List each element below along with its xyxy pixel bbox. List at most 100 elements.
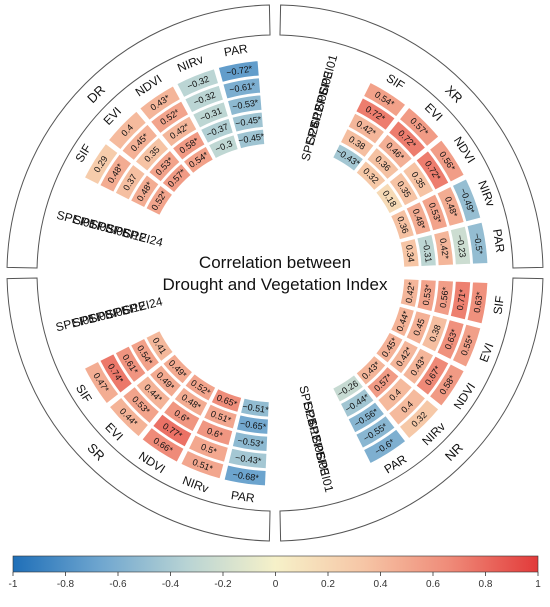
colorbar-tick-label: -0.4 xyxy=(162,579,180,590)
heatmap-cell-dr-spei24-sif xyxy=(145,184,174,216)
region-outer-rings: DR XR NR SR xyxy=(6,4,544,542)
heatmap-cell-dr-spei03-nirv xyxy=(184,84,224,114)
heatmap-cell-xr-spei03-evi xyxy=(388,120,426,158)
heatmap-cell-nr-spei24-sif xyxy=(399,278,420,308)
colorbar-tick-label: 0.6 xyxy=(426,579,440,590)
data-label-nr-spei03-sif: 0.71* xyxy=(455,288,468,311)
heatmap-cell-xr-spei24-ndvi xyxy=(375,182,404,215)
heatmap-cell-nr-spei06-ndvi xyxy=(402,347,435,385)
heatmap-cell-xr-spei12-nirv xyxy=(405,201,432,236)
heatmap-cell-nr-spei01-nirv xyxy=(398,399,440,440)
colorbar-tick-label: 1 xyxy=(535,579,541,590)
heatmap-cell-nr-spei12-sif xyxy=(416,279,437,312)
heatmap-cell-dr-spei01-evi xyxy=(107,110,147,151)
data-label-nr-spei06-sif: 0.56* xyxy=(438,286,451,309)
heatmap-cell-dr-spei12-par xyxy=(231,111,264,133)
heatmap-cell-sr-spei12-par xyxy=(236,414,269,435)
heatmap-cell-sr-spei01-evi xyxy=(108,396,149,438)
heatmap-cell-sr-spei03-par xyxy=(227,447,268,470)
heatmap-cell-xr-spei03-nirv xyxy=(436,186,465,227)
heatmap-cell-nr-spei06-par xyxy=(347,401,386,434)
heatmap-cell-dr-spei24-par xyxy=(236,128,266,150)
variable-label-xr-par: PAR xyxy=(490,228,507,254)
heatmap-cell-sr-spei12-nirv xyxy=(203,403,238,430)
heatmap-cell-dr-spei12-evi xyxy=(148,149,181,183)
heatmap-cell-xr-spei01-evi xyxy=(398,106,440,147)
data-label-sr-spei03-par: −0.43* xyxy=(234,452,262,466)
colorbar-tick-label: -0.6 xyxy=(109,579,127,590)
heatmap-cell-dr-spei03-sif xyxy=(99,153,133,193)
data-label-dr-spei03-par: −0.61* xyxy=(228,80,256,94)
row-label-nr-spei24: SPEI24 xyxy=(296,384,320,427)
heatmap-cell-nr-spei12-ndvi xyxy=(388,339,419,375)
row-label-xr-spei24: SPEI24 xyxy=(298,119,322,162)
heatmap-cell-xr-spei03-ndvi xyxy=(415,150,450,191)
heatmap-cell-xr-spei24-sif xyxy=(332,143,364,172)
data-label-nr-spei01-sif: 0.63* xyxy=(472,291,485,314)
colorbar-tick-label: 0.8 xyxy=(479,579,493,590)
colorbar-tick-label: 0.2 xyxy=(321,579,335,590)
heatmap-cell-sr-spei12-evi xyxy=(149,364,182,398)
heatmap-cell-xr-spei03-sif xyxy=(355,97,396,131)
region-ring-dr xyxy=(6,4,271,269)
data-label-dr-spei12-par: −0.45* xyxy=(234,114,262,128)
data-label-xr-spei03-par: −0.23 xyxy=(455,234,468,258)
colorbar-tick-label: -1 xyxy=(9,579,18,590)
heatmap-cell-xr-spei24-evi xyxy=(355,160,387,191)
heatmap-cell-sr-spei12-ndvi xyxy=(173,386,209,417)
heatmap-cell-sr-spei24-nirv xyxy=(210,388,243,413)
region-ring-sr xyxy=(6,277,271,542)
region-label-dr: DR xyxy=(84,82,108,106)
heatmap-cell-sr-spei12-sif xyxy=(130,337,161,373)
axis-labels: SIFEVINDVINIRvPARSPEI01SPEI03SPEI06SPEI1… xyxy=(54,41,507,505)
heatmap-cell-sr-spei24-sif xyxy=(145,330,174,362)
heatmap-cell-sr-spei01-par xyxy=(223,464,267,487)
heatmap-cell-sr-spei03-evi xyxy=(122,386,160,424)
heatmap-cell-nr-spei01-ndvi xyxy=(429,363,465,407)
chart-title-line-2: Drought and Vegetation Index xyxy=(163,275,388,294)
chart-title-line-1: Correlation between xyxy=(199,253,351,272)
heatmap-cell-dr-spei06-sif xyxy=(114,163,146,201)
heatmap-cell-dr-spei03-evi xyxy=(121,123,159,161)
heatmap-cell-xr-spei01-ndvi xyxy=(429,139,465,183)
heatmap-cell-sr-spei06-sif xyxy=(114,345,147,384)
data-label-dr-spei06-par: −0.53* xyxy=(231,97,259,111)
heatmap-cell-xr-spei24-nirv xyxy=(390,208,415,241)
data-label-nr-spei24-sif: 0.42* xyxy=(404,281,417,304)
variable-label-nr-sif: SIF xyxy=(490,295,507,315)
variable-label-dr-sif: SIF xyxy=(72,142,94,165)
data-label-sr-spei01-par: −0.68* xyxy=(232,469,260,483)
colorbar-gradient xyxy=(12,555,539,573)
variable-label-dr-nirv: NIRv xyxy=(175,52,205,75)
data-label-sr-spei24-par: −0.51* xyxy=(242,401,270,415)
colorbar-tick-label: -0.8 xyxy=(57,579,75,590)
data-label-dr-spei24-par: −0.45* xyxy=(237,131,265,145)
variable-label-xr-nirv: NIRv xyxy=(475,179,497,209)
heatmap-cell-dr-spei24-evi xyxy=(161,162,192,194)
variable-label-sr-sif: SIF xyxy=(73,382,95,405)
data-label-xr-spei24-par: 0.34 xyxy=(404,244,416,263)
heatmap-cell-xr-spei01-sif xyxy=(363,82,407,118)
heatmap-cell-xr-spei24-par xyxy=(399,238,420,268)
heatmap-cell-dr-spei06-nirv xyxy=(192,101,229,129)
heatmap-cell-sr-spei06-evi xyxy=(135,375,171,411)
heatmap-cell-xr-spei12-par xyxy=(416,234,437,267)
heatmap-cell-nr-spei12-evi xyxy=(405,310,432,345)
heatmap-cell-nr-spei06-nirv xyxy=(377,377,413,413)
heatmap-cell-xr-spei12-evi xyxy=(366,147,400,180)
heatmap-cell-dr-spei01-ndvi xyxy=(139,85,181,121)
heatmap-cell-nr-spei06-evi xyxy=(421,314,449,353)
heatmap-cell-dr-spei06-evi xyxy=(134,136,170,172)
heatmap-cell-sr-spei03-ndvi xyxy=(152,413,193,448)
heatmap-cell-nr-spei03-sif xyxy=(449,280,472,321)
region-label-xr: XR xyxy=(442,82,465,105)
heatmap-cell-dr-spei03-par xyxy=(222,77,261,100)
variable-label-sr-par: PAR xyxy=(230,488,256,505)
heatmap-cell-xr-spei06-evi xyxy=(377,133,413,169)
heatmap-cell-nr-spei01-sif xyxy=(466,281,489,325)
heatmap-cell-dr-spei01-nirv xyxy=(176,68,219,98)
data-label-sr-spei12-par: −0.65* xyxy=(239,418,267,432)
region-label-nr: NR xyxy=(442,440,466,464)
heatmap-cell-nr-spei03-ndvi xyxy=(415,355,450,396)
